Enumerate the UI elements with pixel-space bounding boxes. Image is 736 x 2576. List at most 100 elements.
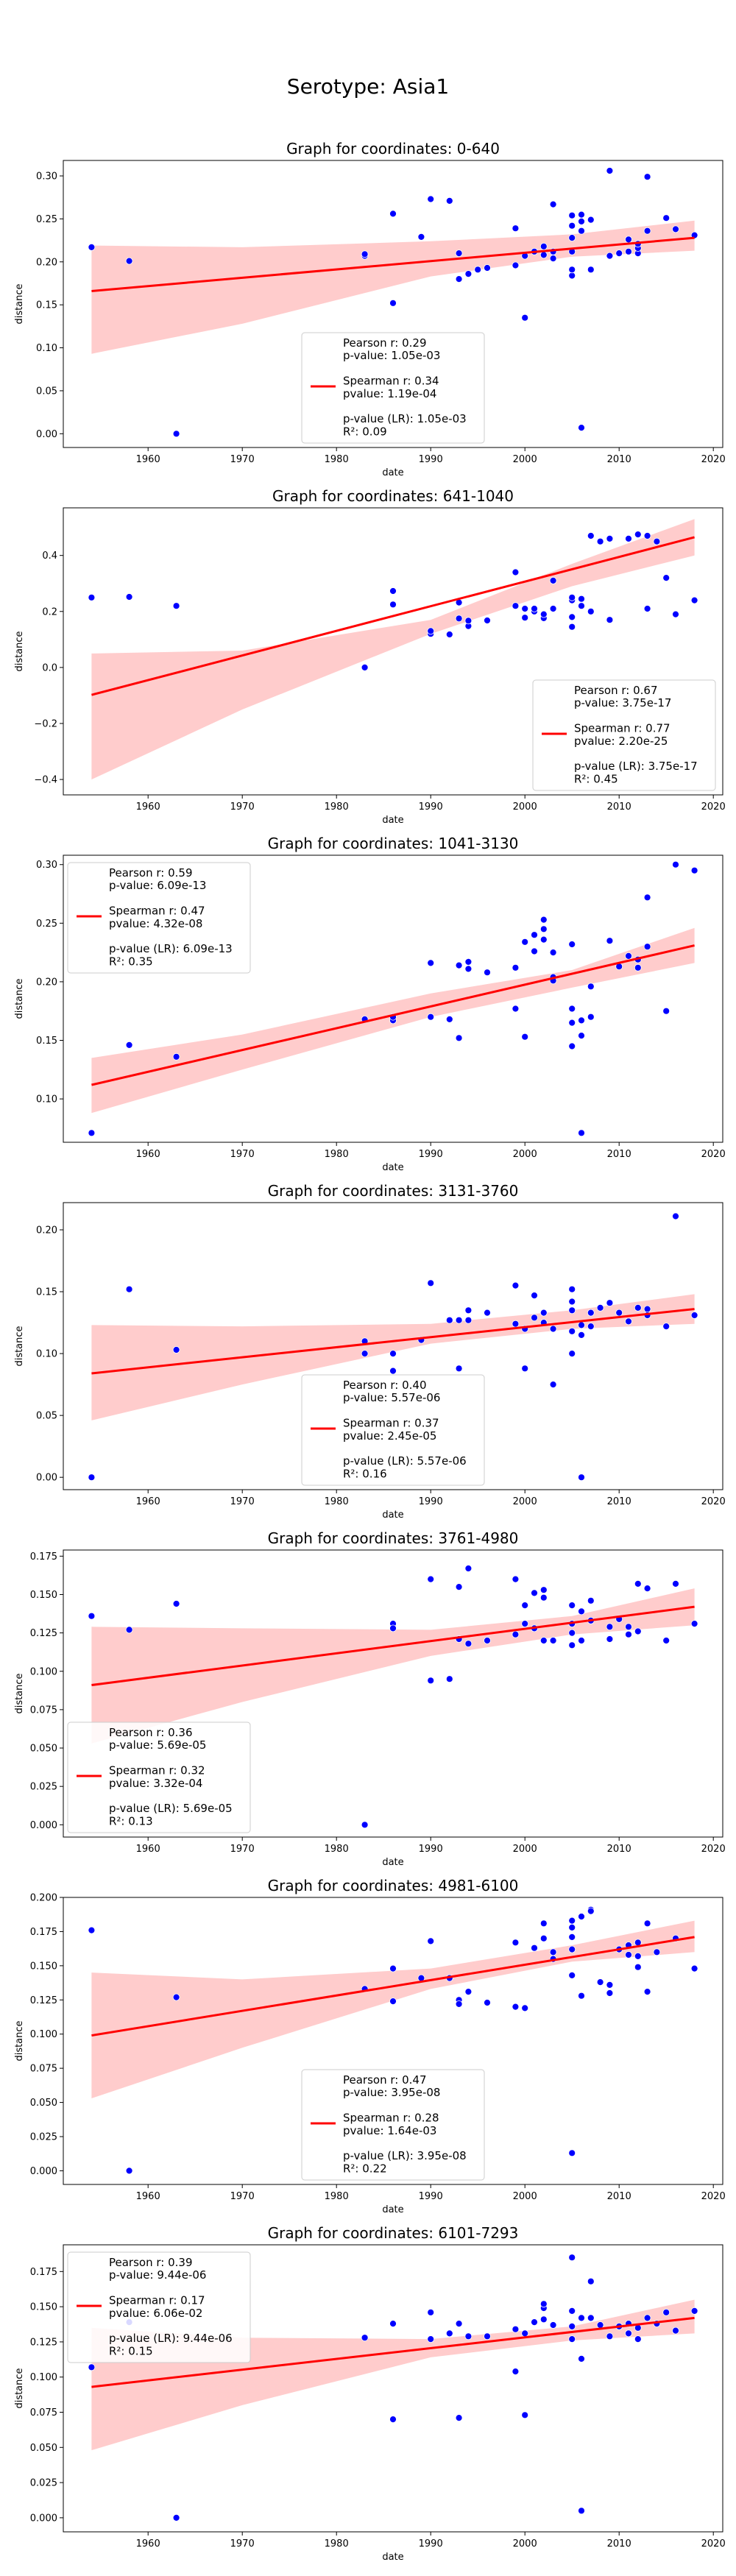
legend-text: p-value: 9.44e-06: [109, 2268, 206, 2282]
y-tick-label: 0.15: [36, 300, 57, 311]
data-point: [512, 2368, 520, 2376]
legend-box: [532, 679, 716, 791]
data-point: [578, 1321, 585, 1329]
data-point: [512, 1630, 520, 1638]
y-tick-label: 0.10: [36, 343, 57, 354]
data-point: [568, 1005, 576, 1013]
data-point: [521, 314, 529, 322]
y-tick-label: 0.05: [36, 1411, 57, 1422]
data-point: [172, 1052, 180, 1061]
data-point: [587, 2314, 595, 2322]
x-tick-label: 1990: [419, 454, 443, 465]
data-point: [625, 2329, 632, 2338]
y-axis-label: distance: [14, 2368, 25, 2408]
x-tick-label: 2000: [513, 1844, 537, 1855]
x-tick-label: 2000: [513, 2538, 537, 2550]
data-point: [578, 1032, 585, 1039]
x-tick-label: 1980: [325, 1844, 349, 1855]
data-point: [643, 227, 651, 235]
data-point: [690, 596, 698, 604]
data-point: [690, 1620, 698, 1628]
data-point: [539, 1637, 548, 1644]
data-point: [531, 1589, 538, 1597]
x-tick-label: 2010: [607, 2538, 631, 2550]
data-point: [455, 1034, 463, 1042]
x-tick-label: 1960: [136, 2538, 160, 2550]
data-point: [568, 1306, 576, 1314]
data-point: [389, 1964, 397, 1972]
data-point: [568, 593, 576, 601]
x-tick-label: 2020: [701, 1844, 726, 1855]
x-tick-label: 1960: [136, 1844, 160, 1855]
legend-text: Spearman r: 0.34: [343, 375, 439, 388]
subplot-title: Graph for coordinates: 4981-6100: [268, 1877, 519, 1894]
data-point: [389, 210, 397, 218]
axes-frame: [63, 507, 723, 796]
data-point: [568, 266, 576, 274]
y-tick-label: 0.100: [30, 1666, 57, 1677]
data-point: [643, 894, 651, 902]
x-tick-label: 1980: [325, 1149, 349, 1160]
data-point: [634, 531, 642, 538]
data-point: [549, 1948, 557, 1956]
y-tick-label: 0.20: [36, 1225, 57, 1236]
subplot-1: Graph for coordinates: 0-640 1960 1970 1980…: [14, 140, 726, 478]
data-point: [389, 587, 397, 595]
subplots-container: Graph for coordinates: 0-640 1960 1970 1980…: [14, 140, 726, 2563]
legend-text: p-value: 5.69e-05: [109, 1738, 206, 1752]
data-point: [587, 1323, 595, 1330]
x-tick-label: 2020: [701, 454, 726, 465]
y-tick-label: 0.000: [30, 2166, 57, 2177]
data-point: [539, 2315, 548, 2324]
data-point: [455, 961, 463, 969]
data-point: [389, 1367, 397, 1375]
data-point: [662, 1637, 670, 1644]
data-point: [455, 2414, 463, 2422]
legend-text: p-value: 5.57e-06: [343, 1391, 440, 1404]
data-point: [125, 1041, 133, 1049]
y-tick-label: 0.150: [30, 2302, 57, 2313]
legend-text: R²: 0.13: [109, 1814, 153, 1827]
data-point: [539, 935, 548, 944]
data-point: [531, 605, 538, 612]
data-point: [539, 1934, 548, 1942]
data-point: [596, 537, 604, 545]
data-point: [625, 1317, 632, 1326]
x-tick-label: 1960: [136, 1149, 160, 1160]
data-point: [464, 1565, 473, 1572]
data-point: [445, 197, 453, 205]
data-point: [662, 1007, 670, 1015]
y-tick-label: 0.025: [30, 1782, 57, 1793]
data-point: [568, 2335, 576, 2343]
data-point: [539, 1309, 548, 1317]
data-point: [568, 1285, 576, 1293]
data-point: [361, 2334, 369, 2342]
data-point: [539, 251, 548, 259]
data-point: [606, 1635, 614, 1643]
x-tick-label: 1970: [230, 2191, 255, 2202]
y-tick-label: 0.25: [36, 919, 57, 930]
legend-text: pvalue: 4.32e-08: [109, 917, 202, 930]
data-point: [587, 2277, 595, 2285]
data-point: [455, 1365, 463, 1373]
x-tick-label: 2010: [607, 1149, 631, 1160]
data-point: [568, 1641, 576, 1649]
y-tick-label: 0.25: [36, 214, 57, 225]
y-tick-label: 0.20: [36, 977, 57, 988]
y-axis-label: distance: [14, 2020, 25, 2061]
data-point: [634, 1963, 642, 1971]
subplot-title: Graph for coordinates: 0-640: [286, 140, 500, 158]
data-point: [512, 1575, 520, 1583]
data-point: [643, 605, 651, 612]
legend-text: pvalue: 1.19e-04: [343, 387, 436, 400]
data-point: [531, 931, 538, 939]
data-point: [455, 275, 463, 283]
data-point: [568, 941, 576, 948]
data-point: [389, 1998, 397, 2006]
y-tick-label: 0.00: [36, 429, 57, 440]
y-axis-label: distance: [14, 1326, 25, 1366]
y-axis-label: distance: [14, 978, 25, 1019]
subplot-6: Graph for coordinates: 4981-6100 1960 1970…: [14, 1877, 726, 2215]
data-point: [568, 1933, 576, 1941]
